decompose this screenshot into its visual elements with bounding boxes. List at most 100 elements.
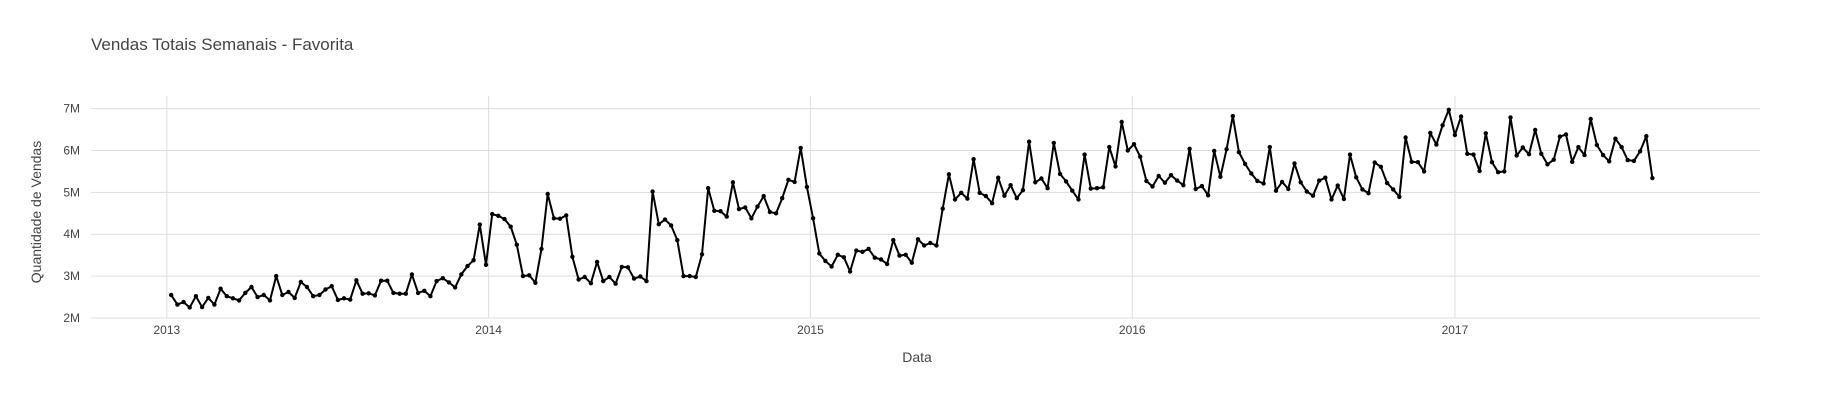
data-point xyxy=(1131,142,1137,147)
data-point xyxy=(619,264,624,270)
data-point xyxy=(1057,171,1063,177)
data-point xyxy=(533,280,538,285)
data-point xyxy=(1094,186,1100,191)
data-point xyxy=(329,284,334,289)
data-point xyxy=(1551,157,1556,162)
data-point xyxy=(366,291,371,296)
y-tick-label: 7M xyxy=(63,102,80,116)
data-point xyxy=(576,277,581,282)
data-point xyxy=(743,205,748,210)
data-point xyxy=(1545,162,1550,167)
data-point xyxy=(1323,175,1328,180)
data-point xyxy=(1199,183,1205,189)
data-point xyxy=(693,274,698,280)
data-point xyxy=(996,175,1001,180)
data-point xyxy=(755,204,760,209)
data-point xyxy=(1644,134,1649,139)
data-point xyxy=(662,217,668,222)
data-point xyxy=(323,287,328,292)
data-point xyxy=(545,191,550,197)
data-point xyxy=(1181,183,1186,188)
y-tick-label: 6M xyxy=(63,143,80,157)
data-point xyxy=(1341,196,1347,202)
data-point xyxy=(502,216,507,222)
data-point xyxy=(786,177,791,182)
data-point xyxy=(1236,149,1242,155)
data-point xyxy=(1020,188,1026,193)
data-point xyxy=(712,208,717,213)
data-point xyxy=(187,305,192,310)
data-point xyxy=(1292,161,1297,166)
data-point xyxy=(631,276,637,281)
data-point xyxy=(1045,186,1050,191)
data-point xyxy=(1329,197,1334,202)
data-point xyxy=(236,298,242,303)
data-point xyxy=(1477,168,1482,174)
data-point xyxy=(1193,186,1198,192)
data-point xyxy=(668,223,674,228)
data-point xyxy=(1150,184,1155,189)
data-point xyxy=(1279,179,1285,185)
data-point xyxy=(391,290,396,296)
data-point xyxy=(1138,154,1143,159)
data-point xyxy=(1088,186,1094,191)
data-point xyxy=(267,298,273,303)
data-point xyxy=(311,294,316,299)
data-point xyxy=(551,216,557,221)
data-point xyxy=(767,209,773,215)
data-point xyxy=(514,242,519,247)
data-point xyxy=(1434,142,1439,147)
data-point xyxy=(1070,188,1075,193)
chart-title: Vendas Totais Semanais - Favorita xyxy=(91,35,354,54)
data-point xyxy=(199,304,205,310)
data-point xyxy=(718,209,723,214)
data-point xyxy=(1625,157,1630,163)
data-point xyxy=(397,291,402,296)
data-point xyxy=(872,255,877,260)
data-point xyxy=(1563,132,1569,137)
data-point xyxy=(1255,178,1260,184)
data-point xyxy=(804,184,810,190)
data-point xyxy=(335,297,341,303)
data-point xyxy=(415,290,421,296)
data-point xyxy=(1144,178,1149,184)
data-point xyxy=(496,213,501,218)
data-point xyxy=(348,297,353,302)
x-tick-label: 2016 xyxy=(1119,323,1146,337)
data-point xyxy=(835,252,840,257)
data-point xyxy=(860,249,865,254)
data-point xyxy=(810,216,816,221)
data-point xyxy=(1051,140,1057,146)
data-point xyxy=(1607,159,1612,164)
data-point xyxy=(1033,180,1038,185)
data-point xyxy=(317,292,322,298)
data-point xyxy=(181,299,186,305)
data-point xyxy=(891,237,896,243)
data-point xyxy=(1082,152,1087,157)
data-point xyxy=(422,288,427,293)
data-point xyxy=(866,246,871,252)
data-point xyxy=(1076,197,1081,202)
data-point xyxy=(490,211,495,217)
data-point xyxy=(1113,164,1118,169)
data-point xyxy=(761,193,766,199)
data-point xyxy=(638,274,643,279)
data-point xyxy=(1212,148,1217,154)
x-tick-label: 2013 xyxy=(153,323,180,337)
data-point xyxy=(1335,183,1340,188)
data-point xyxy=(613,281,618,286)
data-point xyxy=(212,302,217,307)
data-point xyxy=(1366,191,1371,196)
data-point xyxy=(965,196,970,201)
data-point xyxy=(829,264,834,269)
data-point xyxy=(465,263,470,269)
data-point xyxy=(1249,171,1254,176)
data-point xyxy=(983,193,989,199)
data-point xyxy=(1508,115,1513,120)
data-point xyxy=(952,197,958,202)
data-point xyxy=(1008,183,1013,188)
data-point xyxy=(280,292,285,298)
data-point xyxy=(1495,170,1501,175)
data-point xyxy=(286,289,291,295)
data-point xyxy=(1514,153,1519,158)
